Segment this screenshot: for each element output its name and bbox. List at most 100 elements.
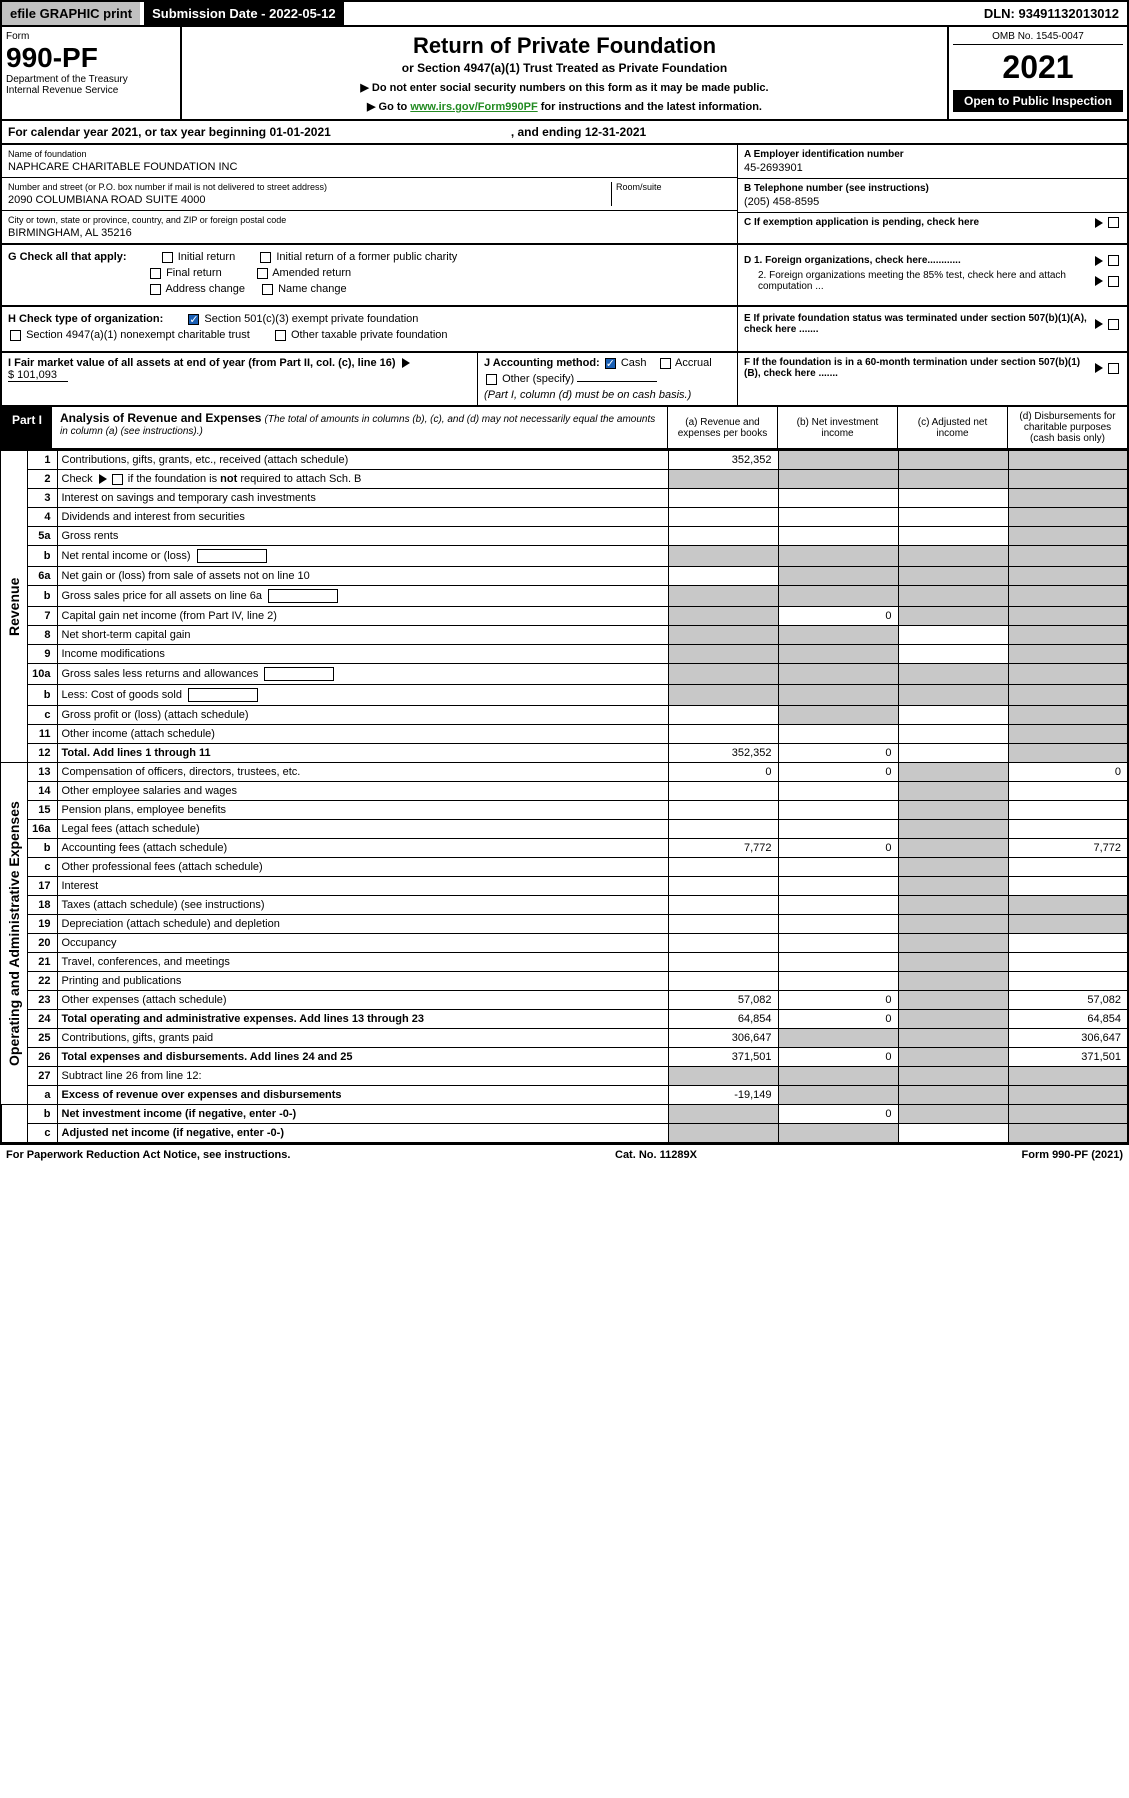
h-other-checkbox[interactable] [275,330,286,341]
table-row: 19Depreciation (attach schedule) and dep… [1,915,1128,934]
row-desc: Depreciation (attach schedule) and deple… [57,915,668,934]
d2-checkbox[interactable] [1108,276,1119,287]
row-col-c [898,451,1008,470]
row-col-a: 352,352 [668,744,778,763]
g-initial-checkbox[interactable] [162,252,173,263]
row-desc: Taxes (attach schedule) (see instruction… [57,896,668,915]
row-desc: Other income (attach schedule) [57,725,668,744]
row-num: b [27,546,57,567]
table-row: 23Other expenses (attach schedule)57,082… [1,991,1128,1010]
pointer-icon [1095,319,1103,329]
row-desc: Net rental income or (loss) [57,546,668,567]
col-b-header: (b) Net investment income [777,407,897,448]
c-checkbox[interactable] [1108,217,1119,228]
schb-checkbox[interactable] [112,474,123,485]
row-desc: Income modifications [57,645,668,664]
row-col-a: 7,772 [668,839,778,858]
row-num: 5a [27,527,57,546]
table-row: Revenue 1 Contributions, gifts, grants, … [1,451,1128,470]
d1-checkbox[interactable] [1108,255,1119,266]
tax-year: 2021 [953,49,1123,86]
j-accrual-checkbox[interactable] [660,358,671,369]
row-num: 4 [27,508,57,527]
row-col-a: 371,501 [668,1048,778,1067]
table-row: 11Other income (attach schedule) [1,725,1128,744]
f-checkbox[interactable] [1108,363,1119,374]
table-row: 14Other employee salaries and wages [1,782,1128,801]
pointer-icon [1095,363,1103,373]
instruction-1: ▶ Do not enter social security numbers o… [188,81,941,94]
j-accrual: Accrual [675,357,712,369]
part-title-block: Analysis of Revenue and Expenses (The to… [52,407,667,448]
row-desc: Total. Add lines 1 through 11 [57,744,668,763]
j-other-checkbox[interactable] [486,374,497,385]
j-section: J Accounting method: Cash Accrual Other … [477,353,737,405]
e-label: E If private foundation status was termi… [744,313,1092,335]
j-cash-checkbox[interactable] [605,358,616,369]
row-desc: Compensation of officers, directors, tru… [57,763,668,782]
calendar-end: , and ending 12-31-2021 [511,125,646,139]
page-footer: For Paperwork Reduction Act Notice, see … [0,1144,1129,1165]
form-link[interactable]: www.irs.gov/Form990PF [410,101,537,113]
phone-cell: B Telephone number (see instructions) (2… [738,179,1127,213]
row-col-b: 0 [778,839,898,858]
c-label: C If exemption application is pending, c… [744,217,1092,228]
form-header: Form 990-PF Department of the Treasury I… [0,27,1129,121]
table-row: cOther professional fees (attach schedul… [1,858,1128,877]
table-row: 9Income modifications [1,645,1128,664]
row-num: 13 [27,763,57,782]
table-row: 7Capital gain net income (from Part IV, … [1,607,1128,626]
table-row: 25Contributions, gifts, grants paid306,6… [1,1029,1128,1048]
table-row: 21Travel, conferences, and meetings [1,953,1128,972]
header-left: Form 990-PF Department of the Treasury I… [2,27,182,119]
table-row: 18Taxes (attach schedule) (see instructi… [1,896,1128,915]
row-desc: Check if the foundation is not required … [57,470,668,489]
table-row: bGross sales price for all assets on lin… [1,586,1128,607]
row-num: 20 [27,934,57,953]
row-num: 22 [27,972,57,991]
g-address-checkbox[interactable] [150,284,161,295]
id-left: Name of foundation NAPHCARE CHARITABLE F… [2,145,737,243]
g-name-checkbox[interactable] [262,284,273,295]
row-col-d [1008,451,1128,470]
row-num: 21 [27,953,57,972]
row-desc: Other expenses (attach schedule) [57,991,668,1010]
g-final-checkbox[interactable] [150,268,161,279]
h-4947-checkbox[interactable] [10,330,21,341]
j-label: J Accounting method: [484,357,600,369]
table-row: bLess: Cost of goods sold [1,685,1128,706]
row-desc: Excess of revenue over expenses and disb… [57,1086,668,1105]
row-desc: Net gain or (loss) from sale of assets n… [57,567,668,586]
row-num: 9 [27,645,57,664]
table-row: 16aLegal fees (attach schedule) [1,820,1128,839]
street-address: 2090 COLUMBIANA ROAD SUITE 4000 [8,194,611,206]
calendar-year-row: For calendar year 2021, or tax year begi… [0,121,1129,145]
phone-value: (205) 458-8595 [744,196,1121,208]
g-opt-4: Address change [165,283,245,295]
row-desc: Adjusted net income (if negative, enter … [57,1124,668,1144]
row-desc: Accounting fees (attach schedule) [57,839,668,858]
row-col-a: 64,854 [668,1010,778,1029]
h-501c3-checkbox[interactable] [188,314,199,325]
col-d-header: (d) Disbursements for charitable purpose… [1007,407,1127,448]
row-num: a [27,1086,57,1105]
table-row: Operating and Administrative Expenses 13… [1,763,1128,782]
e-checkbox[interactable] [1108,319,1119,330]
table-row: 24Total operating and administrative exp… [1,1010,1128,1029]
row-desc: Printing and publications [57,972,668,991]
ijf-section: I Fair market value of all assets at end… [0,353,1129,407]
table-row: 8Net short-term capital gain [1,626,1128,645]
row-num: 2 [27,470,57,489]
row-desc: Contributions, gifts, grants paid [57,1029,668,1048]
row-col-a: 306,647 [668,1029,778,1048]
g-amended-checkbox[interactable] [257,268,268,279]
d-section: D 1. Foreign organizations, check here..… [737,245,1127,305]
row-col-b: 0 [778,1048,898,1067]
name-label: Name of foundation [8,149,731,159]
row-desc: Net short-term capital gain [57,626,668,645]
d1-label: D 1. Foreign organizations, check here..… [744,255,1092,266]
g-initial-former-checkbox[interactable] [260,252,271,263]
header-center: Return of Private Foundation or Section … [182,27,947,119]
revenue-side-label: Revenue [1,451,27,763]
row-desc: Gross sales less returns and allowances [57,664,668,685]
